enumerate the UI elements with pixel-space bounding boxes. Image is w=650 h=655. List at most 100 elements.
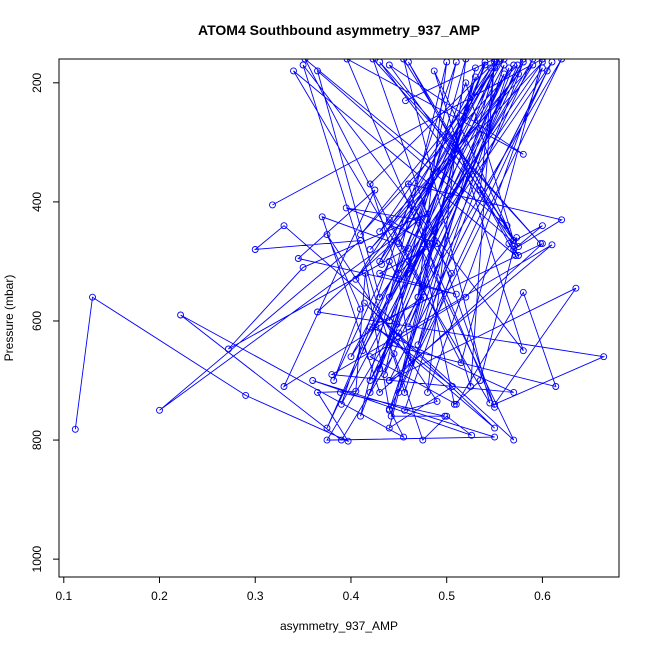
data-point — [471, 64, 479, 72]
data-point — [519, 59, 527, 63]
data-point — [486, 399, 494, 407]
data-point — [430, 67, 438, 75]
y-tick-label: 200 — [30, 72, 44, 92]
data-point — [309, 377, 317, 384]
data-point — [366, 180, 374, 188]
data-point — [462, 293, 470, 301]
data-point — [491, 424, 499, 432]
data-point — [404, 59, 412, 66]
x-tick-label: 0.4 — [343, 589, 360, 603]
data-point — [452, 400, 460, 408]
x-tick-label: 0.3 — [247, 589, 264, 603]
data-point — [462, 79, 470, 87]
data-point — [395, 388, 403, 396]
data-point — [519, 347, 527, 355]
data-point — [393, 320, 401, 328]
data-point — [400, 433, 408, 441]
data-point — [519, 59, 527, 66]
data-point — [452, 290, 460, 298]
data-point — [404, 244, 412, 252]
data-point — [414, 216, 422, 224]
series-layer — [71, 59, 608, 445]
data-point — [538, 59, 546, 63]
data-point — [294, 255, 302, 262]
data-point — [299, 61, 307, 69]
data-point — [476, 186, 484, 194]
data-point — [280, 222, 288, 230]
data-point — [251, 246, 259, 253]
data-point — [457, 359, 465, 367]
data-point — [448, 269, 455, 277]
data-point — [314, 388, 321, 396]
data-point — [376, 269, 384, 277]
data-point — [89, 293, 96, 301]
data-point — [537, 240, 544, 248]
data-point — [224, 345, 232, 353]
y-tick-label: 400 — [30, 192, 44, 212]
data-point — [543, 67, 551, 75]
data-point — [342, 204, 350, 212]
data-point — [529, 59, 537, 63]
x-axis: 0.1 0.2 0.3 0.4 0.5 0.6 — [55, 577, 551, 603]
data-point — [515, 252, 522, 259]
data-point — [323, 231, 331, 239]
data-point — [428, 240, 436, 248]
data-point — [452, 59, 460, 66]
data-point — [290, 67, 297, 75]
data-point — [301, 59, 309, 63]
data-point — [323, 424, 331, 432]
data-point — [538, 222, 546, 230]
data-point — [505, 240, 513, 248]
data-point — [352, 387, 360, 395]
data-point — [385, 341, 393, 349]
data-point — [376, 365, 384, 373]
data-point — [433, 240, 441, 248]
data-point — [361, 269, 369, 277]
data-point — [318, 213, 326, 221]
data-point — [491, 433, 499, 441]
data-point — [471, 73, 479, 81]
plot-frame — [58, 58, 620, 578]
data-point — [500, 61, 508, 69]
data-point — [177, 311, 185, 319]
data-point — [337, 436, 345, 444]
data-point — [424, 240, 431, 248]
data-point — [385, 257, 393, 265]
y-axis: 200 400 600 800 1000 — [30, 72, 59, 572]
data-point — [476, 377, 484, 384]
data-point — [376, 388, 384, 396]
data-point — [519, 150, 527, 158]
data-point — [372, 323, 380, 331]
data-point — [503, 222, 511, 230]
data-point — [385, 293, 393, 301]
data-point — [515, 70, 522, 78]
data-point — [407, 359, 415, 367]
data-point — [330, 377, 338, 384]
data-point — [424, 388, 431, 396]
data-point — [548, 59, 556, 66]
data-point — [385, 424, 393, 432]
data-point — [558, 216, 566, 224]
series-line-1 — [272, 59, 563, 429]
data-point — [519, 288, 527, 296]
x-tick-label: 0.1 — [55, 589, 72, 603]
data-point — [424, 210, 431, 218]
data-point — [450, 400, 458, 408]
data-point — [572, 284, 580, 292]
data-point — [510, 246, 518, 253]
data-point — [366, 388, 374, 396]
data-point — [328, 371, 336, 379]
data-point — [242, 391, 250, 399]
data-point — [314, 67, 321, 75]
data-point — [344, 437, 352, 445]
data-point — [343, 59, 351, 63]
data-point — [366, 377, 374, 384]
data-point — [71, 425, 79, 433]
x-tick-label: 0.6 — [534, 589, 551, 603]
y-tick-label: 600 — [30, 311, 44, 331]
data-point — [404, 180, 412, 188]
data-point — [510, 388, 518, 396]
